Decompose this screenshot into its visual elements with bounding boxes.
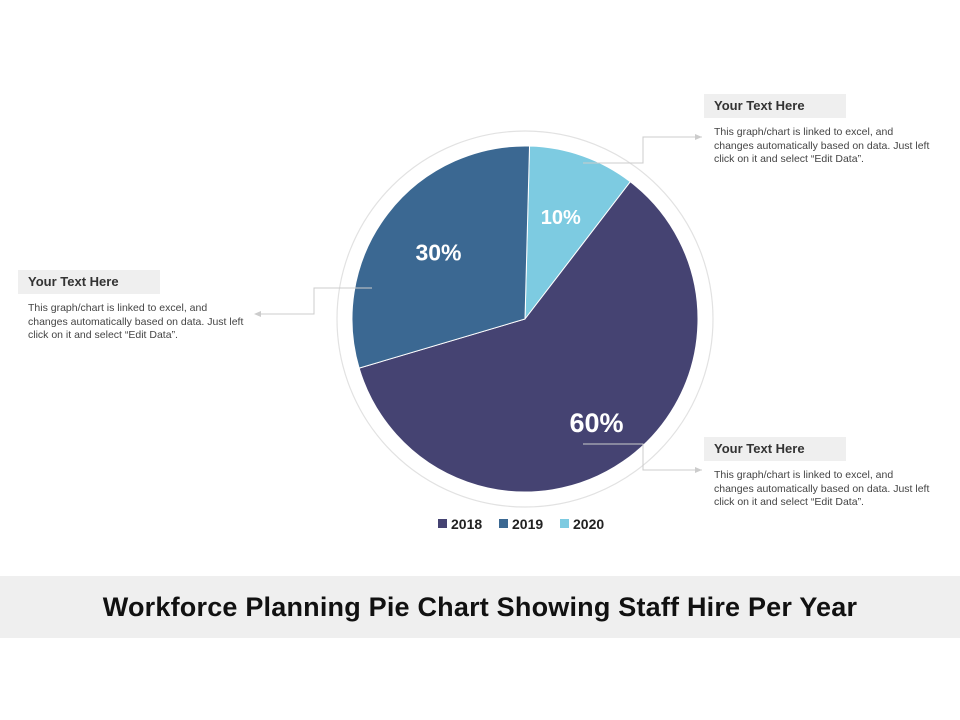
callout-body: This graph/chart is linked to excel, and… <box>714 469 930 508</box>
slice-label-2018: 60% <box>569 408 623 438</box>
legend: 2018 2019 2020 <box>438 516 604 532</box>
legend-swatch-2018 <box>438 519 447 528</box>
pie-slice-2019 <box>351 145 531 369</box>
callout-top-right: Your Text Here This graph/chart is linke… <box>704 94 930 167</box>
slice-label-2019: 30% <box>415 240 461 266</box>
legend-label-2019: 2019 <box>512 516 543 532</box>
chart-title: Workforce Planning Pie Chart Showing Sta… <box>102 591 858 622</box>
connector-arrow-bottom-right <box>695 467 702 473</box>
callout-left: Your Text Here This graph/chart is linke… <box>18 270 244 343</box>
callout-heading: Your Text Here <box>704 94 846 118</box>
callout-heading: Your Text Here <box>704 437 846 461</box>
pie-slice-2020 <box>524 145 632 321</box>
connector-arrow-left <box>254 311 261 317</box>
connector-arrow-top-right <box>695 134 702 140</box>
connector-line-left <box>258 287 372 315</box>
legend-label-2020: 2020 <box>573 516 604 532</box>
pie-slice-2018 <box>358 181 699 493</box>
callout-body: This graph/chart is linked to excel, and… <box>714 126 930 165</box>
connector-line-bottom-right <box>583 443 702 471</box>
connector-line-top-right <box>583 136 702 164</box>
legend-swatch-2019 <box>499 519 508 528</box>
slice-label-2020: 10% <box>541 207 581 229</box>
callout-body: This graph/chart is linked to excel, and… <box>28 302 244 341</box>
callout-heading: Your Text Here <box>18 270 160 294</box>
callout-bottom-right: Your Text Here This graph/chart is linke… <box>704 437 930 510</box>
legend-swatch-2020 <box>560 519 569 528</box>
title-band: Workforce Planning Pie Chart Showing Sta… <box>0 576 960 638</box>
legend-label-2018: 2018 <box>451 516 482 532</box>
pie-outer-ring <box>336 130 714 508</box>
